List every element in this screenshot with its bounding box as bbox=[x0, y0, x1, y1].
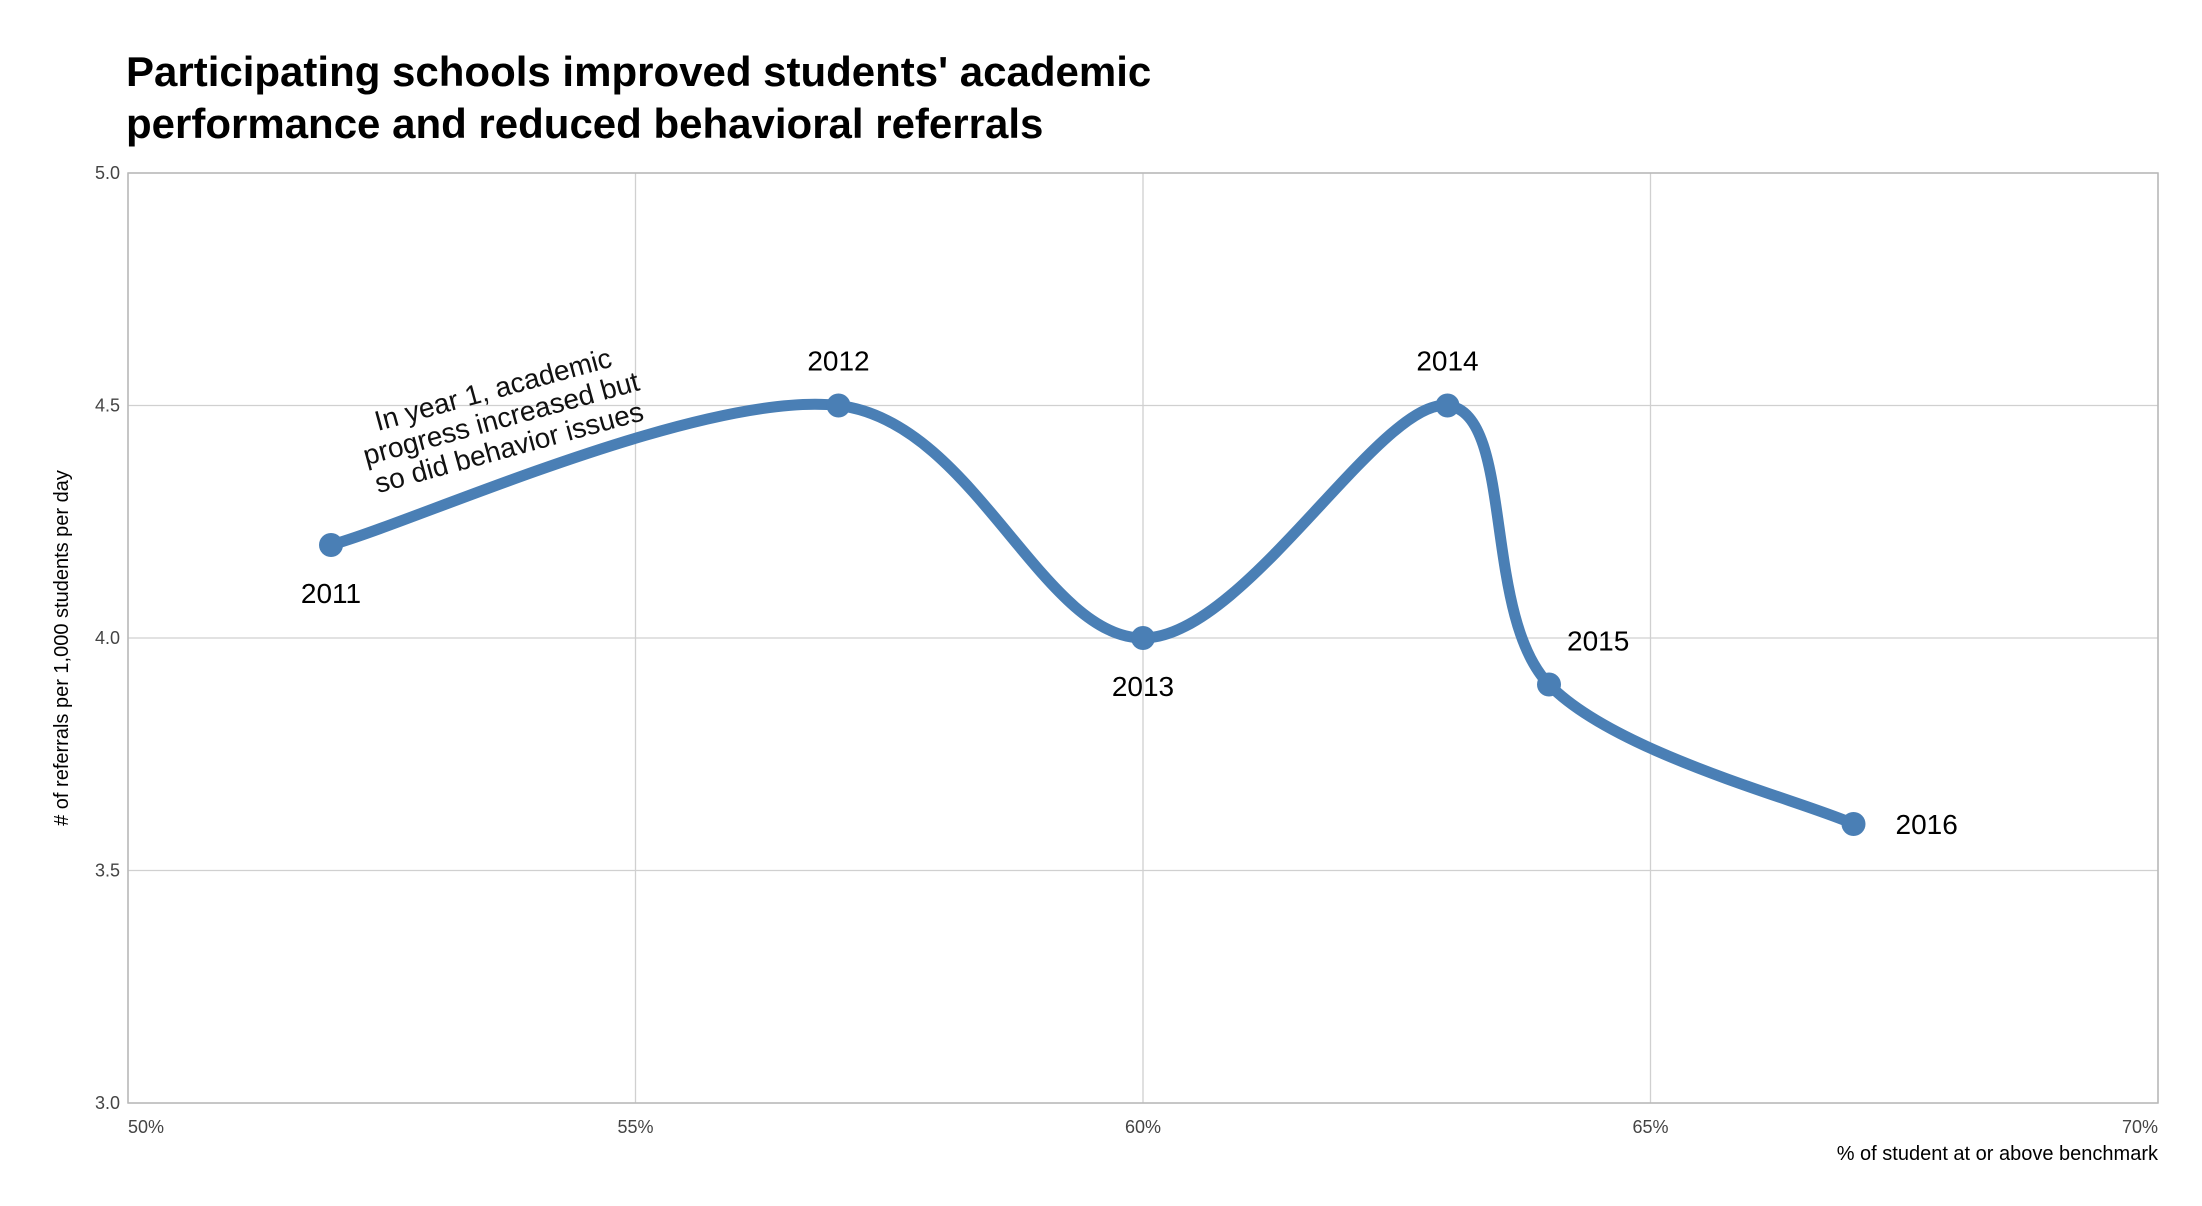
y-tick-label: 3.0 bbox=[95, 1093, 120, 1113]
data-point bbox=[1537, 672, 1561, 697]
data-point-labels: 2011 2012 2013 2014 2015 2016 bbox=[301, 346, 1958, 841]
y-tick-label: 4.5 bbox=[95, 396, 120, 416]
data-point bbox=[1131, 626, 1155, 650]
y-axis-label: # of referrals per 1,000 students per da… bbox=[51, 470, 73, 826]
y-axis-ticks: 3.0 3.5 4.0 4.5 5.0 bbox=[95, 163, 120, 1113]
chart-title-line-2: performance and reduced behavioral refer… bbox=[126, 100, 1043, 147]
data-point-label: 2016 bbox=[1896, 809, 1958, 840]
data-point bbox=[1841, 812, 1866, 836]
data-point-label: 2011 bbox=[301, 578, 361, 609]
x-tick-label: 60% bbox=[1125, 1117, 1161, 1137]
data-point-label: 2015 bbox=[1567, 626, 1629, 657]
x-tick-label: 55% bbox=[617, 1117, 653, 1137]
x-axis-label: % of student at or above benchmark bbox=[1837, 1143, 2159, 1165]
chart-title-line-1: Participating schools improved students'… bbox=[126, 48, 1151, 95]
x-tick-label: 65% bbox=[1632, 1117, 1668, 1137]
chart-title: Participating schools improved students'… bbox=[126, 48, 1151, 147]
data-point bbox=[319, 533, 343, 557]
x-tick-label: 50% bbox=[128, 1117, 164, 1137]
plot-area-border bbox=[127, 172, 2159, 1104]
x-tick-label: 70% bbox=[2122, 1117, 2158, 1137]
series-line bbox=[325, 398, 1859, 830]
data-point-label: 2012 bbox=[807, 346, 869, 377]
y-tick-label: 3.5 bbox=[95, 861, 120, 881]
data-point bbox=[826, 393, 851, 418]
y-tick-label: 4.0 bbox=[95, 628, 120, 648]
x-axis-ticks: 50% 55% 60% 65% 70% bbox=[128, 1117, 2158, 1137]
y-tick-label: 5.0 bbox=[95, 163, 120, 183]
data-point bbox=[1435, 393, 1460, 418]
data-point-label: 2013 bbox=[1112, 671, 1174, 702]
data-point-label: 2014 bbox=[1416, 346, 1478, 377]
data-points bbox=[319, 393, 1866, 836]
